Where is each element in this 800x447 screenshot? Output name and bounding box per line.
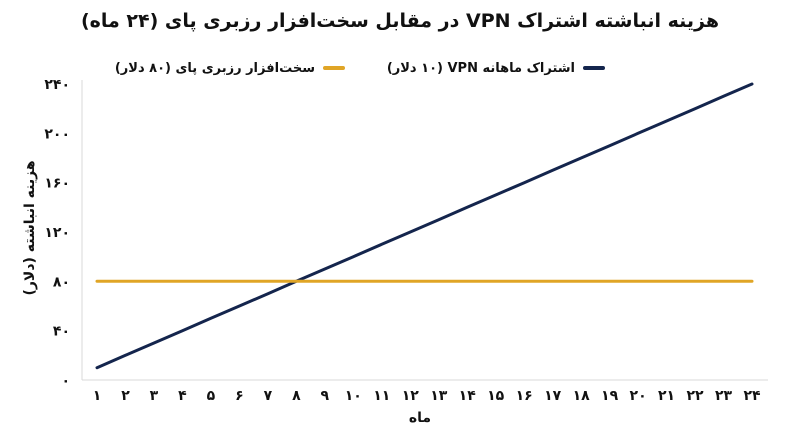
y-tick-label: ۸۰	[53, 274, 70, 290]
x-tick-label: ۱۰	[345, 388, 362, 404]
y-tick-label: ۴۰	[53, 324, 70, 340]
x-tick-label: ۱۴	[459, 388, 477, 404]
axes	[81, 80, 768, 381]
x-tick-label: ۵	[207, 388, 216, 404]
x-tick-label: ۹	[321, 388, 330, 404]
x-tick-label: ۱۳	[430, 388, 448, 404]
chart-title: هزینه انباشته اشتراک VPN در مقابل سخت‌اف…	[80, 10, 720, 32]
x-tick-label: ۱۸	[573, 388, 591, 404]
x-tick-label: ۲۴	[743, 388, 761, 404]
x-tick-label: ۱۶	[516, 388, 533, 404]
y-tick-label: ۲۴۰	[44, 77, 70, 93]
x-tick-label: ۱۹	[601, 388, 619, 404]
x-tick-label: ۷	[264, 388, 273, 404]
legend-swatch-hardware	[323, 66, 345, 70]
x-tick-label: ۶	[235, 388, 244, 404]
x-tick-label: ۱۱	[373, 388, 390, 404]
y-tick-label: ۱۶۰	[44, 176, 70, 192]
y-tick-labels: ۰ ۴۰ ۸۰ ۱۲۰ ۱۶۰ ۲۰۰ ۲۴۰	[44, 77, 70, 389]
x-tick-label: ۳	[150, 388, 159, 404]
legend-label-hardware: سخت‌افزار رزبری پای (۸۰ دلار)	[114, 60, 315, 76]
x-tick-label: ۲	[121, 388, 130, 404]
x-axis-label: ماه	[408, 410, 432, 426]
x-tick-label: ۱۲	[402, 388, 420, 404]
legend-item-vpn: اشتراک ماهانه VPN (۱۰ دلار)	[387, 58, 605, 78]
x-tick-label: ۴	[178, 388, 187, 404]
series-lines	[95, 82, 754, 370]
x-tick-label: ۲۰	[630, 388, 647, 404]
x-tick-label: ۸	[292, 388, 301, 404]
legend-item-hardware: سخت‌افزار رزبری پای (۸۰ دلار)	[115, 58, 345, 78]
y-tick-label: ۱۲۰	[44, 225, 70, 241]
x-tick-label: ۲۳	[715, 388, 733, 404]
legend-label-vpn: اشتراک ماهانه VPN (۱۰ دلار)	[386, 60, 575, 76]
x-tick-label: ۱۷	[544, 388, 562, 404]
x-tick-label: ۱۵	[487, 388, 505, 404]
x-tick-labels: ۱ ۲ ۳ ۴ ۵ ۶ ۷ ۸ ۹ ۱۰ ۱۱ ۱۲ ۱۳ ۱۴ ۱۵ ۱۶ ۱۷ ۱۸ ۱۹ ۲۰ ۲۱ ۲۲ ۲۳ ۲۴	[93, 388, 761, 404]
x-tick-label: ۱	[93, 388, 102, 404]
series-line-vpn	[95, 82, 754, 370]
x-tick-label: ۲۱	[658, 388, 675, 404]
x-tick-label: ۲۲	[686, 388, 704, 404]
y-tick-label: ۲۰۰	[44, 126, 70, 142]
legend-swatch-vpn	[583, 66, 605, 70]
legend: اشتراک ماهانه VPN (۱۰ دلار) سخت‌افزار رز…	[0, 58, 800, 78]
y-tick-label: ۰	[61, 373, 70, 389]
